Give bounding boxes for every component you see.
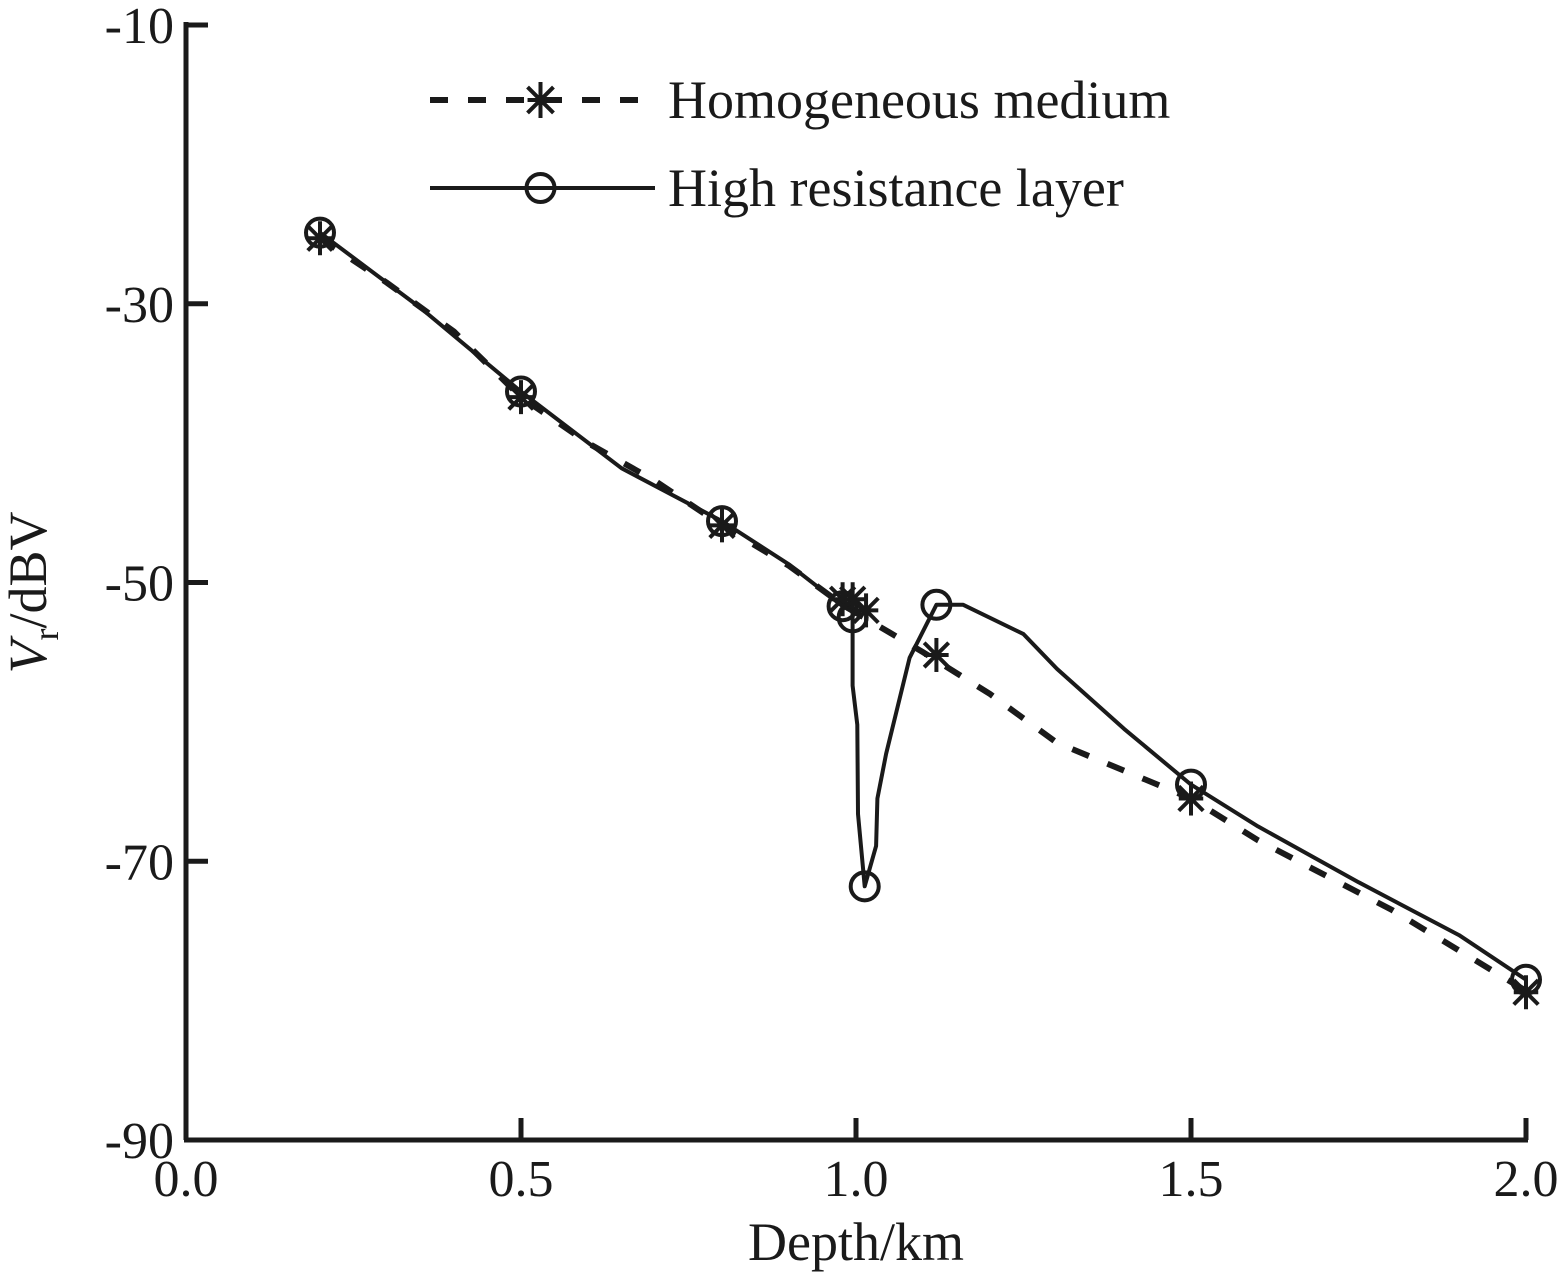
data-point-circle <box>1510 963 1542 996</box>
x-tick-label: 0.5 <box>489 1151 554 1208</box>
x-tick-label: 1.5 <box>1159 1151 1224 1208</box>
series-line <box>318 235 1528 994</box>
data-point-circle <box>706 505 738 538</box>
legend: Homogeneous medium High resistance layer <box>430 70 1170 218</box>
series-high-resistance-layer <box>304 216 1542 996</box>
y-axis-title-unit: /dBV <box>0 511 58 628</box>
x-tick-label: 2.0 <box>1494 1151 1559 1208</box>
y-tick-label: -10 <box>105 0 174 55</box>
legend-star-glyph <box>526 82 555 118</box>
data-point-star <box>922 637 951 672</box>
legend-circle-marker <box>524 172 557 204</box>
series-layer <box>304 216 1542 1010</box>
y-tick-label: -50 <box>105 556 174 613</box>
y-tick-label: -70 <box>105 834 174 891</box>
legend-star-marker <box>526 82 555 118</box>
data-point-circle <box>826 590 859 623</box>
data-point-circle <box>836 601 869 634</box>
data-point-circle <box>505 375 537 408</box>
data-point-circle <box>848 870 881 903</box>
x-tick-label: 0.0 <box>154 1151 219 1208</box>
legend-label-high-resistance-layer: High resistance layer <box>668 158 1124 218</box>
y-tick-label: -30 <box>105 277 174 334</box>
x-axis-title: Depth/km <box>748 1212 964 1272</box>
y-tick-label: -90 <box>105 1113 174 1170</box>
data-point-circle <box>1175 768 1207 801</box>
series-homogeneous-medium <box>306 221 1540 1010</box>
y-axis-title-symbol: V <box>0 635 58 674</box>
data-point-circle <box>920 588 953 621</box>
x-ticks: 0.0 0.5 1.0 1.5 2.0 <box>154 1118 1559 1208</box>
legend-item-homogeneous-medium: Homogeneous medium <box>430 70 1170 130</box>
legend-item-high-resistance-layer: High resistance layer <box>430 158 1124 218</box>
data-point-circle <box>304 216 336 249</box>
y-ticks: -10 -30 -50 -70 -90 <box>105 0 208 1170</box>
y-axis-title: Vr/dBV <box>0 511 66 673</box>
y-axis-title-subscript: r <box>26 629 66 641</box>
x-tick-label: 1.0 <box>824 1151 889 1208</box>
legend-label-homogeneous-medium: Homogeneous medium <box>668 70 1170 130</box>
